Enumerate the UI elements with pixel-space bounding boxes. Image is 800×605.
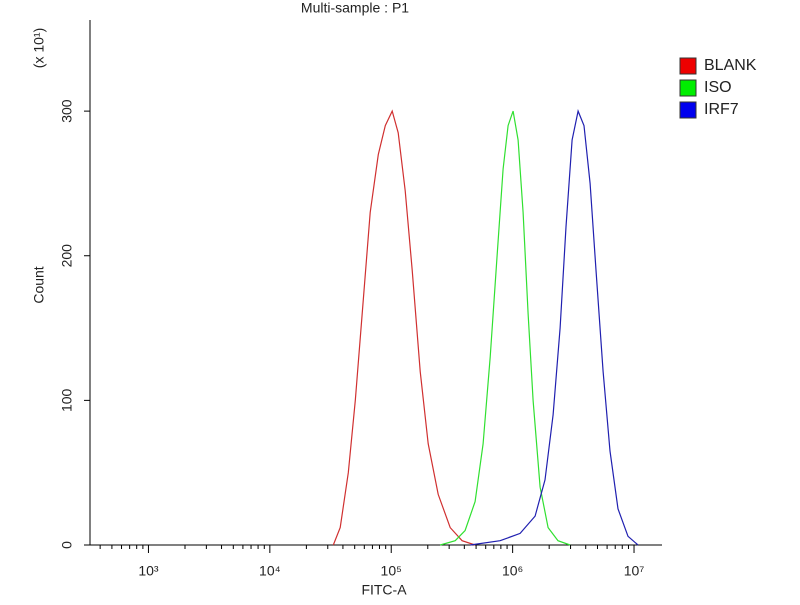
x-axis-label: FITC-A xyxy=(361,582,407,598)
x-tick-label: 10⁴ xyxy=(259,563,281,579)
legend-swatch xyxy=(679,101,697,119)
y-tick-label: 300 xyxy=(59,99,75,123)
x-tick-label: 10⁷ xyxy=(624,563,645,579)
x-tick-label: 10⁵ xyxy=(381,563,402,579)
legend-label: BLANK xyxy=(704,57,757,74)
y-tick-label: 0 xyxy=(59,541,75,549)
chart-title: Multi-sample : P1 xyxy=(301,0,409,16)
histogram-line xyxy=(332,109,476,546)
y-axis-label: Count xyxy=(31,266,47,303)
histogram-line xyxy=(470,109,639,546)
legend-swatch xyxy=(679,79,697,97)
legend-label: IRF7 xyxy=(704,101,739,118)
y-tick-label: 100 xyxy=(59,388,75,412)
x-tick-label: 10³ xyxy=(138,563,159,579)
y-multiplier: (x 10¹) xyxy=(31,28,47,68)
legend-label: ISO xyxy=(704,79,732,96)
x-tick-label: 10⁶ xyxy=(502,563,523,579)
legend-swatch xyxy=(679,57,697,75)
y-tick-label: 200 xyxy=(59,244,75,268)
